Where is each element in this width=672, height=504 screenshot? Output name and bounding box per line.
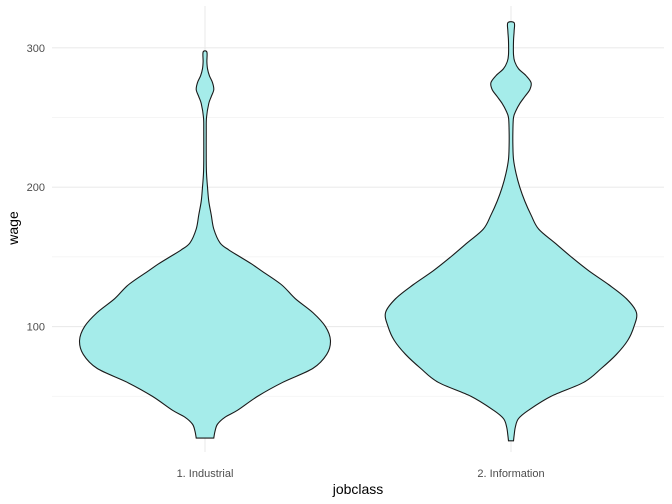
y-tick-label: 100 [27, 322, 45, 334]
x-tick-label: 2. Information [477, 468, 544, 480]
violins [78, 21, 638, 442]
y-tick-label: 300 [27, 43, 45, 55]
y-axis-title: wage [5, 211, 21, 246]
x-axis-ticks: 1. Industrial 2. Information [177, 468, 545, 480]
x-tick-label: 1. Industrial [177, 468, 234, 480]
y-tick-label: 200 [27, 182, 45, 194]
violin-2 [384, 21, 638, 442]
x-axis-title: jobclass [332, 481, 384, 497]
violin-1 [78, 50, 332, 439]
y-axis-ticks: 100 200 300 [27, 43, 45, 334]
